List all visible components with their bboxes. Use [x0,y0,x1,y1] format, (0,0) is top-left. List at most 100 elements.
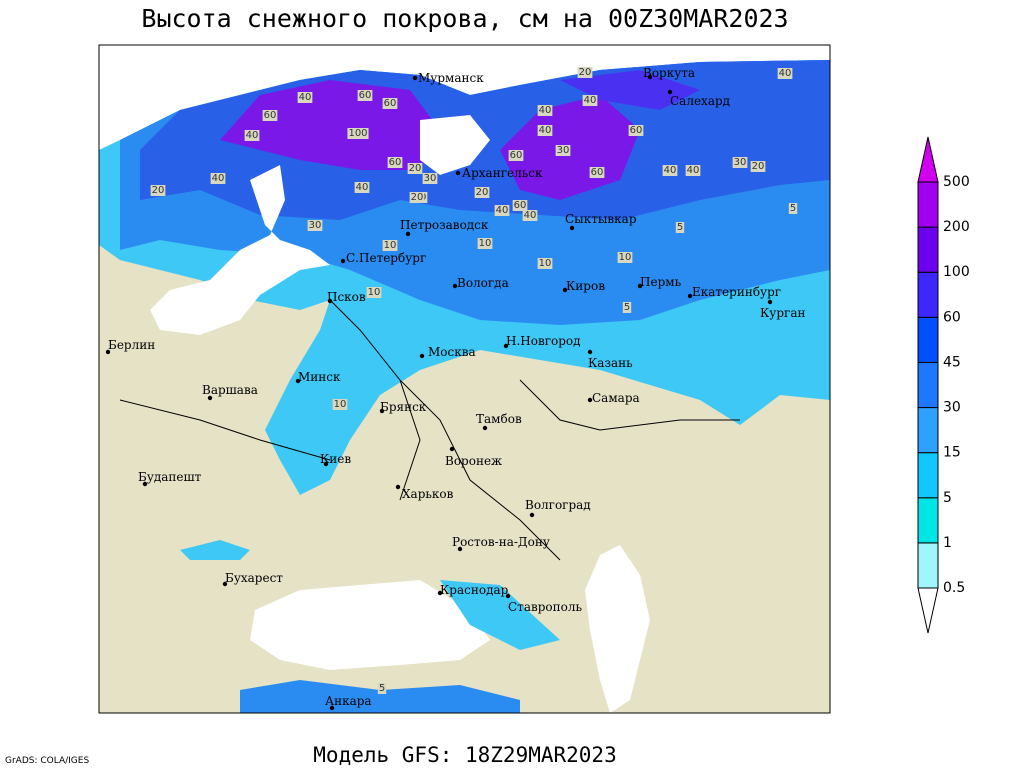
snow-light [180,540,250,560]
map-title: Высота снежного покрова, см на 00Z30MAR2… [141,4,788,33]
contour-label: 10 [368,287,381,298]
city-dot [637,283,643,289]
contour-label: 20 [409,163,422,174]
contour-label: 10 [539,258,552,269]
contour-label-bg [297,92,313,103]
city-label: Петрозаводск [400,218,489,232]
snow-deep [560,70,700,110]
colorbar-box [917,361,939,409]
city-label: Киров [566,279,605,293]
city-label: Брянск [380,400,427,414]
colorbar-label: 15 [943,445,961,461]
city-dot [529,512,535,518]
contour-label-bg [332,399,348,410]
colorbar-label: 100 [943,264,970,280]
contour-label: 40 [496,205,509,216]
city-label: Анкара [325,694,372,708]
colorbar-box [917,271,939,318]
colorbar-label: 60 [943,309,961,325]
city-label: Мурманск [418,71,484,85]
contour-label: 10 [619,252,632,263]
city-label: Н.Новгород [506,334,581,348]
city-dot [412,75,418,81]
city-label: Краснодар [440,583,509,597]
contour-label-bg [512,200,528,211]
contour-label-bg [732,157,748,168]
colorbar-box [917,226,939,273]
city-dot [142,481,148,487]
city-label: Тамбов [476,412,522,426]
contour-label-bg [522,210,538,221]
contour-label: 30 [424,173,437,184]
city-dot [505,593,511,599]
city-label: Ставрополь [508,600,582,614]
city-dot [329,705,335,711]
contour-label-bg [537,258,553,269]
colorbar-top [917,136,939,183]
contour-label: 20 [152,185,165,196]
city-label: Ростов-на-Дону [452,535,550,549]
credit: GrADS: COLA/IGES [5,756,89,766]
city-label: Будапешт [138,470,202,484]
contour-label-bg [617,252,633,263]
contour-label: 10 [334,399,347,410]
city-label: Москва [428,345,476,359]
city-dot [405,231,411,237]
contour-label-bg [628,125,644,136]
city-label: Берлин [108,338,155,352]
contour-label: 60 [384,98,397,109]
city-label: Казань [588,356,633,370]
colorbar-label: 5 [943,490,952,506]
city-dot [587,397,593,403]
contour-label-bg [477,238,493,249]
contour-label-bg [422,173,438,184]
colorbar-box [917,452,939,499]
city-dot [437,590,443,596]
colorbar-label: 30 [943,400,961,416]
contour-label: 40 [539,105,552,116]
contour-label-bg [409,192,425,203]
colorbar-label: 0.5 [943,580,965,596]
city-label: Екатеринбург [692,285,781,299]
contour-label-bg [788,203,798,214]
contour-label: 60 [389,157,402,168]
contour-label: 20 [752,161,765,172]
contour-label-bg [577,67,593,78]
contour-label-bg [622,302,632,313]
city-label: Салехард [670,94,730,108]
city-label: Воркута [643,66,695,80]
city-dot [687,293,693,299]
city-dot [222,581,228,587]
colorbar-label: 200 [943,219,970,235]
city-dot [340,258,346,264]
contour-label: 40 [539,125,552,136]
contour-label-bg [150,185,166,196]
city-dot [327,298,333,304]
city-dot [105,349,111,355]
contour-label: 10 [384,240,397,251]
city-label: Курган [760,306,805,320]
contour-label-bg [382,240,398,251]
city-dot [457,546,463,552]
contour-label-bg [307,220,323,231]
map [99,45,830,713]
contour-label: 40 [687,165,700,176]
city-dot [455,170,461,176]
contour-label: 40 [246,130,259,141]
black-sea [250,580,490,670]
contour-label: 40 [779,68,792,79]
contour-label: 60 [514,200,527,211]
contour-label: 60 [591,167,604,178]
footer: Модель GFS: 18Z29MAR2023 [313,743,616,767]
contour-label-bg [685,165,701,176]
contour-label-bg [675,222,685,233]
contour-label: 100 [348,128,367,139]
city-label: С.Петербург [346,251,426,265]
city-label: Вологда [457,276,509,290]
contour-label: 5 [677,222,683,233]
contour-label-bg [582,95,598,106]
colorbar-label: 1 [943,535,952,551]
city-dot [767,299,773,305]
colorbar-box [917,497,939,544]
